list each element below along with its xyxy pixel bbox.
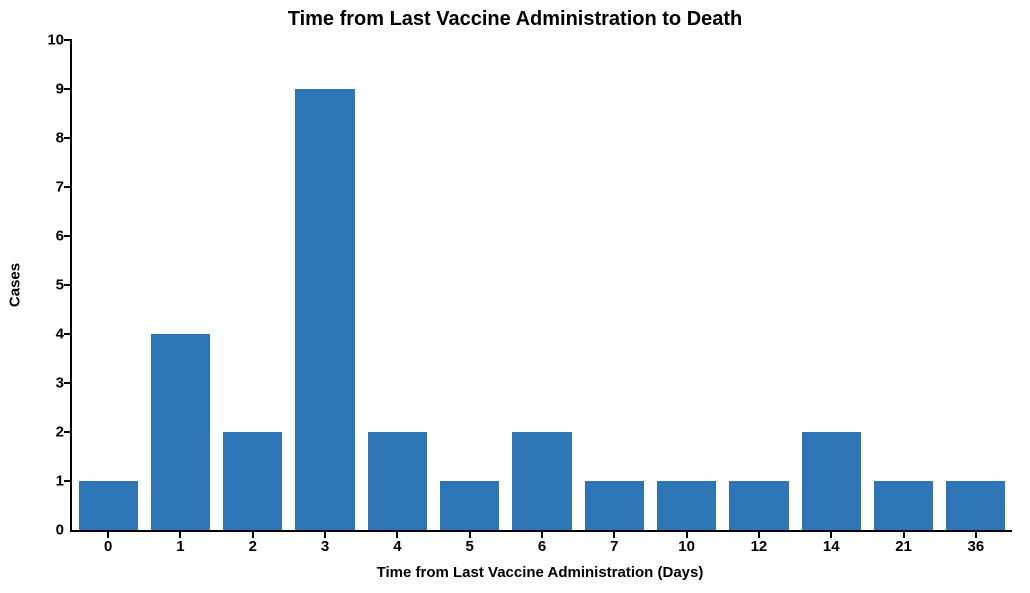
x-tick-label: 10 [678, 530, 695, 555]
x-tick-label: 12 [751, 530, 768, 555]
x-tick-label: 36 [968, 530, 985, 555]
bar [946, 481, 1005, 530]
x-tick-label: 3 [321, 530, 329, 555]
y-tick-label: 5 [56, 277, 72, 294]
y-tick-label: 6 [56, 228, 72, 245]
bar [79, 481, 138, 530]
x-tick-label: 4 [393, 530, 401, 555]
plot-area: 012345678910012345671012142136 [70, 40, 1012, 532]
bar [802, 432, 861, 530]
chart-title: Time from Last Vaccine Administration to… [0, 8, 1030, 31]
y-tick-label: 2 [56, 424, 72, 441]
y-tick-label: 4 [56, 326, 72, 343]
y-tick-label: 9 [56, 81, 72, 98]
x-tick-label: 21 [895, 530, 912, 555]
x-tick-label: 0 [104, 530, 112, 555]
y-tick-label: 10 [47, 32, 72, 49]
bar [729, 481, 788, 530]
bar [512, 432, 571, 530]
y-tick-label: 7 [56, 179, 72, 196]
x-tick-label: 2 [249, 530, 257, 555]
bar [440, 481, 499, 530]
bar [585, 481, 644, 530]
bar [295, 89, 354, 530]
bar [223, 432, 282, 530]
y-tick-label: 1 [56, 473, 72, 490]
x-tick-label: 14 [823, 530, 840, 555]
y-tick-label: 3 [56, 375, 72, 392]
x-tick-label: 1 [176, 530, 184, 555]
bar [657, 481, 716, 530]
bar [151, 334, 210, 530]
y-tick-label: 8 [56, 130, 72, 147]
bar [874, 481, 933, 530]
x-tick-label: 7 [610, 530, 618, 555]
x-tick-label: 5 [466, 530, 474, 555]
chart-container: Time from Last Vaccine Administration to… [0, 0, 1030, 593]
bar [368, 432, 427, 530]
y-tick-label: 0 [56, 522, 72, 539]
x-axis-label: Time from Last Vaccine Administration (D… [70, 564, 1010, 581]
y-axis-label: Cases [7, 263, 24, 307]
x-tick-label: 6 [538, 530, 546, 555]
